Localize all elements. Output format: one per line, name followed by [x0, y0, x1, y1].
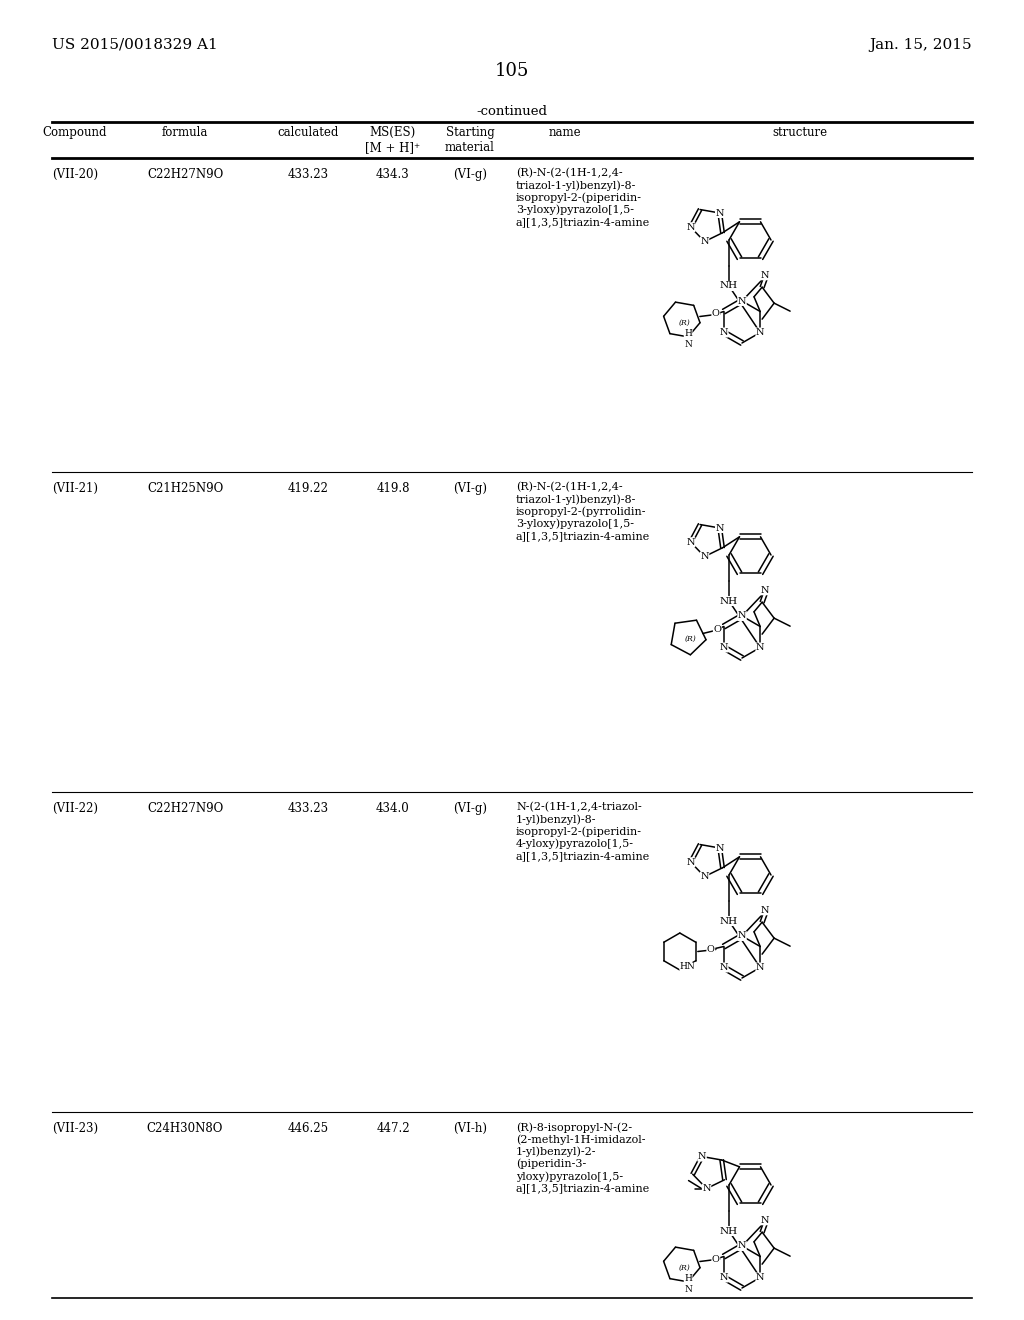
- Text: (VII-22): (VII-22): [52, 803, 98, 814]
- Text: N: N: [697, 1152, 707, 1162]
- Text: N: N: [700, 238, 709, 246]
- Text: calculated: calculated: [278, 125, 339, 139]
- Text: H
N: H N: [684, 1274, 692, 1294]
- Text: N: N: [737, 1242, 746, 1250]
- Text: Jan. 15, 2015: Jan. 15, 2015: [869, 38, 972, 51]
- Text: C21H25N9O: C21H25N9O: [146, 482, 223, 495]
- Text: formula: formula: [162, 125, 208, 139]
- Text: 433.23: 433.23: [288, 803, 329, 814]
- Text: C22H27N9O: C22H27N9O: [146, 168, 223, 181]
- Text: N: N: [756, 964, 765, 972]
- Text: NH: NH: [720, 1226, 738, 1236]
- Text: N: N: [686, 858, 695, 867]
- Text: N: N: [760, 1216, 769, 1225]
- Text: 447.2: 447.2: [376, 1122, 410, 1135]
- Text: (R): (R): [685, 635, 696, 643]
- Text: N: N: [756, 1272, 765, 1282]
- Text: (R)-N-(2-(1H-1,2,4-
triazol-1-yl)benzyl)-8-
isopropyl-2-(piperidin-
3-yloxy)pyra: (R)-N-(2-(1H-1,2,4- triazol-1-yl)benzyl)…: [516, 168, 650, 227]
- Text: O: O: [712, 309, 720, 318]
- Text: N: N: [720, 327, 728, 337]
- Text: 434.0: 434.0: [376, 803, 410, 814]
- Text: (R): (R): [679, 1263, 691, 1271]
- Text: (VII-20): (VII-20): [52, 168, 98, 181]
- Text: N: N: [720, 1272, 728, 1282]
- Text: N-(2-(1H-1,2,4-triazol-
1-yl)benzyl)-8-
isopropyl-2-(piperidin-
4-yloxy)pyrazolo: N-(2-(1H-1,2,4-triazol- 1-yl)benzyl)-8- …: [516, 803, 650, 861]
- Text: (VI-h): (VI-h): [453, 1122, 487, 1135]
- Text: N: N: [737, 932, 746, 940]
- Text: NH: NH: [720, 281, 738, 290]
- Text: C22H27N9O: C22H27N9O: [146, 803, 223, 814]
- Text: O: O: [712, 1254, 720, 1263]
- Text: 433.23: 433.23: [288, 168, 329, 181]
- Text: O: O: [707, 945, 715, 954]
- Text: Compound: Compound: [43, 125, 108, 139]
- Text: N: N: [702, 1184, 711, 1193]
- Text: N: N: [737, 611, 746, 620]
- Text: (VI-g): (VI-g): [453, 803, 487, 814]
- Text: N: N: [760, 906, 769, 915]
- Text: N: N: [700, 552, 709, 561]
- Text: -continued: -continued: [476, 106, 548, 117]
- Text: N: N: [720, 643, 728, 652]
- Text: (VI-g): (VI-g): [453, 482, 487, 495]
- Text: O: O: [714, 624, 721, 634]
- Text: name: name: [549, 125, 582, 139]
- Text: (VII-21): (VII-21): [52, 482, 98, 495]
- Text: 419.22: 419.22: [288, 482, 329, 495]
- Text: 419.8: 419.8: [376, 482, 410, 495]
- Text: N: N: [686, 537, 695, 546]
- Text: 105: 105: [495, 62, 529, 81]
- Text: (R)-N-(2-(1H-1,2,4-
triazol-1-yl)benzyl)-8-
isopropyl-2-(pyrrolidin-
3-yloxy)pyr: (R)-N-(2-(1H-1,2,4- triazol-1-yl)benzyl)…: [516, 482, 650, 541]
- Text: C24H30N8O: C24H30N8O: [146, 1122, 223, 1135]
- Text: N: N: [716, 209, 724, 218]
- Text: HN: HN: [680, 962, 695, 972]
- Text: Starting
material: Starting material: [445, 125, 495, 154]
- Text: MS(ES)
[M + H]⁺: MS(ES) [M + H]⁺: [366, 125, 421, 154]
- Text: N: N: [700, 873, 709, 880]
- Text: N: N: [720, 964, 728, 972]
- Text: (R)-8-isopropyl-N-(2-
(2-methyl-1H-imidazol-
1-yl)benzyl)-2-
(piperidin-3-
yloxy: (R)-8-isopropyl-N-(2- (2-methyl-1H-imida…: [516, 1122, 650, 1193]
- Text: N: N: [686, 223, 695, 232]
- Text: NH: NH: [720, 916, 738, 925]
- Text: (VI-g): (VI-g): [453, 168, 487, 181]
- Text: N: N: [760, 271, 769, 280]
- Text: (VII-23): (VII-23): [52, 1122, 98, 1135]
- Text: 446.25: 446.25: [288, 1122, 329, 1135]
- Text: 434.3: 434.3: [376, 168, 410, 181]
- Text: N: N: [760, 586, 769, 595]
- Text: N: N: [737, 297, 746, 305]
- Text: structure: structure: [772, 125, 827, 139]
- Text: N: N: [756, 643, 765, 652]
- Text: (R): (R): [679, 318, 691, 326]
- Text: NH: NH: [720, 597, 738, 606]
- Text: US 2015/0018329 A1: US 2015/0018329 A1: [52, 38, 218, 51]
- Text: H
N: H N: [684, 329, 692, 348]
- Text: N: N: [756, 327, 765, 337]
- Text: N: N: [716, 843, 724, 853]
- Text: N: N: [716, 524, 724, 532]
